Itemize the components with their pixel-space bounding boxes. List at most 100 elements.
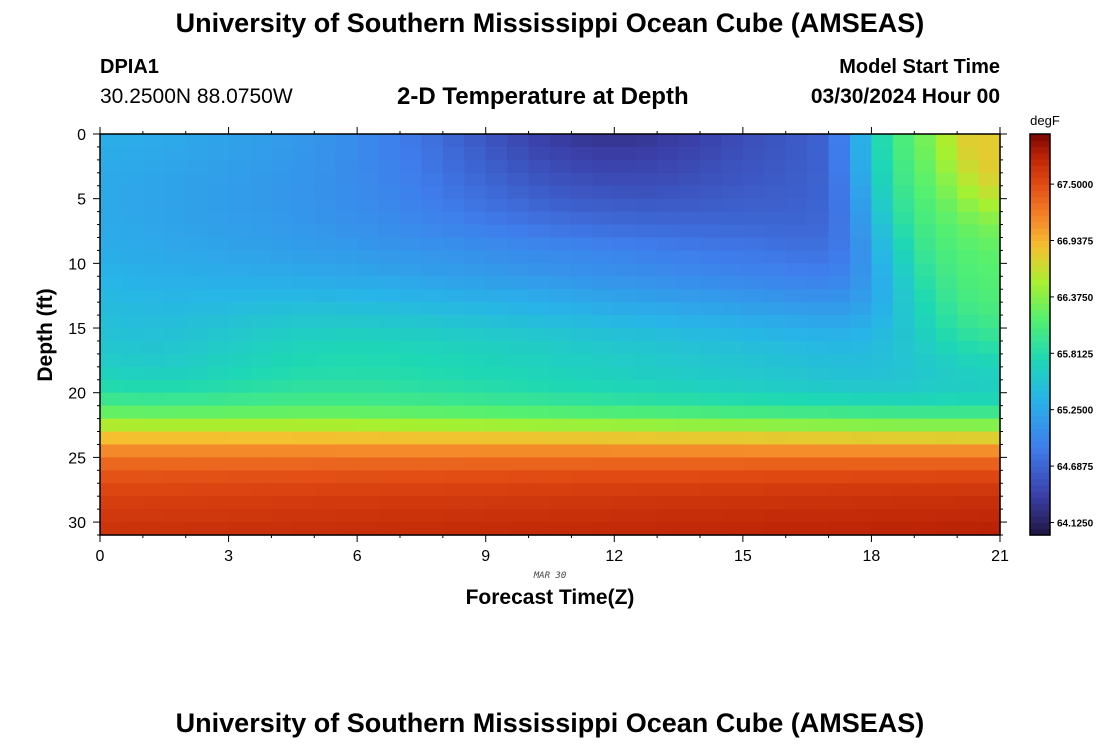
heatmap-cell xyxy=(785,134,808,148)
heatmap-cell xyxy=(571,237,594,252)
heatmap-cell xyxy=(635,444,658,458)
heatmap-cell xyxy=(764,457,787,471)
heatmap-cell xyxy=(507,172,530,187)
heatmap-cell xyxy=(464,522,487,536)
heatmap-cell xyxy=(935,405,958,420)
heatmap-cell xyxy=(978,431,1001,446)
heatmap-cell xyxy=(935,172,958,187)
axis-ticks xyxy=(93,127,1054,542)
heatmap-cell xyxy=(442,328,465,342)
heatmap-cell xyxy=(335,379,358,394)
colorbar-segment xyxy=(1030,221,1050,229)
heatmap-cell xyxy=(614,496,637,510)
heatmap-cell xyxy=(978,211,1001,226)
heatmap-cell xyxy=(785,379,808,394)
heatmap-cell xyxy=(485,431,508,446)
heatmap-cell xyxy=(892,263,915,277)
heatmap-cell xyxy=(871,496,894,510)
heatmap-cell xyxy=(400,405,423,420)
heatmap-cell xyxy=(721,353,744,368)
heatmap-cell xyxy=(421,198,444,213)
heatmap-cell xyxy=(464,146,487,161)
heatmap-cell xyxy=(292,509,315,523)
heatmap-cell xyxy=(978,483,1001,497)
heatmap-cell xyxy=(314,353,337,368)
heatmap-cell xyxy=(335,134,358,148)
heatmap-cell xyxy=(357,328,380,342)
heatmap-cell xyxy=(121,146,144,161)
heatmap-cell xyxy=(742,185,765,200)
heatmap-cell xyxy=(292,237,315,252)
heatmap-cell xyxy=(914,198,937,213)
heatmap-cell xyxy=(764,250,787,264)
heatmap-cell xyxy=(507,224,530,239)
heatmap-cell xyxy=(228,172,251,187)
colorbar-segment xyxy=(1030,296,1050,304)
heatmap-cell xyxy=(550,431,573,446)
heatmap-cell xyxy=(228,198,251,213)
heatmap-cell xyxy=(571,185,594,200)
colorbar-segment xyxy=(1030,516,1050,524)
heatmap-cell xyxy=(250,237,273,252)
heatmap-cell xyxy=(678,250,701,264)
heatmap-cell xyxy=(207,522,230,536)
heatmap-cell xyxy=(357,224,380,239)
heatmap-cell xyxy=(550,483,573,497)
colorbar-segment xyxy=(1030,397,1050,405)
heatmap-cell xyxy=(100,198,123,213)
heatmap-cell xyxy=(100,146,123,161)
heatmap-cell xyxy=(550,211,573,226)
heatmap-cell xyxy=(678,146,701,161)
heatmap-cell xyxy=(807,211,830,226)
heatmap-cell xyxy=(442,496,465,510)
heatmap-cell xyxy=(271,302,294,316)
colorbar-segment xyxy=(1030,290,1050,298)
heatmap-cell xyxy=(442,457,465,471)
heatmap-cell xyxy=(978,315,1001,329)
heatmap-cell xyxy=(700,509,723,523)
heatmap-cell xyxy=(400,418,423,433)
heatmap-cell xyxy=(785,185,808,200)
heatmap-cell xyxy=(185,224,208,239)
heatmap-cell xyxy=(871,418,894,433)
colorbar-segment xyxy=(1030,159,1050,166)
heatmap-cell xyxy=(528,431,551,446)
heatmap-cell xyxy=(807,159,830,174)
heatmap-cell xyxy=(657,431,680,446)
heatmap-cell xyxy=(700,250,723,264)
heatmap-cell xyxy=(121,340,144,355)
colorbar-segment xyxy=(1030,491,1050,499)
heatmap-cell xyxy=(978,134,1001,148)
station-name: DPIA1 xyxy=(100,56,159,78)
heatmap-cell xyxy=(828,237,851,252)
heatmap-cell xyxy=(271,172,294,187)
y-tick-label: 30 xyxy=(68,515,86,532)
heatmap-cell xyxy=(442,159,465,174)
heatmap-cell xyxy=(828,470,851,484)
heatmap-cell xyxy=(871,328,894,342)
heatmap-cell xyxy=(271,237,294,252)
heatmap-cell xyxy=(357,392,380,407)
heatmap-cell xyxy=(271,405,294,420)
heatmap-cell xyxy=(614,509,637,523)
heatmap-cell xyxy=(528,134,551,148)
heatmap-cell xyxy=(314,302,337,316)
heatmap-cell xyxy=(292,315,315,329)
heatmap-cell xyxy=(528,211,551,226)
heatmap-cell xyxy=(657,237,680,252)
heatmap-cell xyxy=(207,224,230,239)
heatmap-cell xyxy=(485,159,508,174)
heatmap-cell xyxy=(464,172,487,187)
heatmap-cell xyxy=(914,250,937,264)
heatmap-cell xyxy=(785,457,808,471)
colorbar-segment xyxy=(1030,384,1050,392)
heatmap-cell xyxy=(785,250,808,264)
heatmap-cell xyxy=(357,185,380,200)
heatmap-cell xyxy=(142,302,165,316)
heatmap-cell xyxy=(228,483,251,497)
heatmap-cell xyxy=(721,392,744,407)
heatmap-cell xyxy=(228,366,251,381)
heatmap-cell xyxy=(485,302,508,316)
heatmap-cell xyxy=(271,444,294,458)
heatmap-cell xyxy=(142,405,165,420)
